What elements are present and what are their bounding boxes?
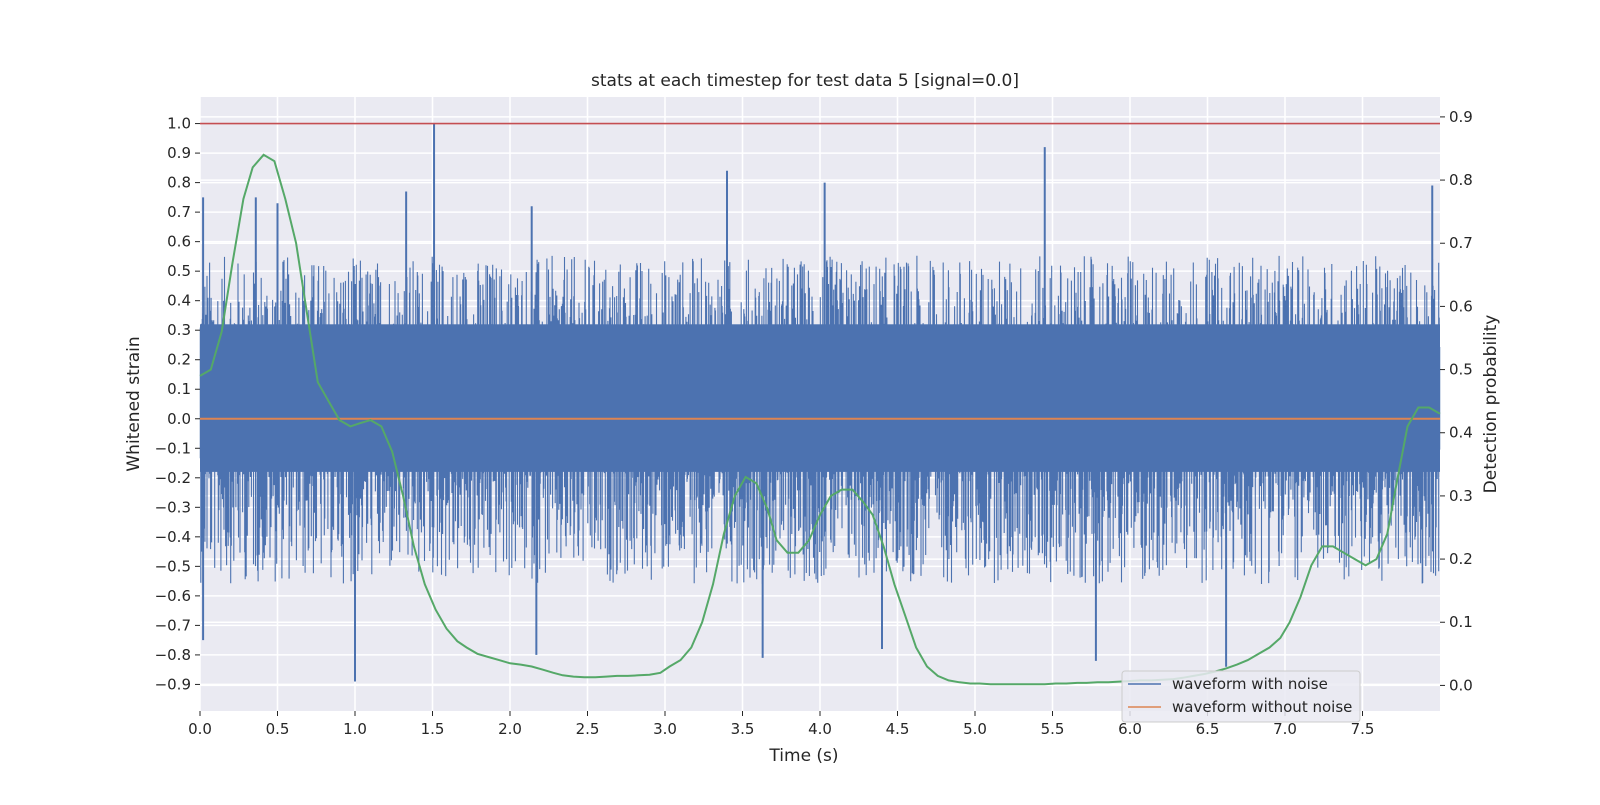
x-tick-label: 6.5 [1196, 720, 1220, 738]
y-tick-label: −0.7 [155, 616, 191, 634]
y2-tick-label: 0.2 [1449, 550, 1473, 568]
x-tick-label: 0.5 [266, 720, 290, 738]
detection-probability-line [199, 153, 1441, 686]
series-overlays [199, 122, 1441, 686]
x-tick-label: 5.0 [963, 720, 987, 738]
y-tick-label: 0.4 [167, 292, 191, 310]
y2-tick-label: 0.4 [1449, 424, 1473, 442]
x-axis-label: Time (s) [768, 746, 838, 766]
legend: waveform with noise waveform without noi… [1121, 670, 1361, 723]
y2-tick-label: 0.6 [1449, 297, 1473, 315]
noise-waveform-core [200, 324, 1440, 472]
y-tick-label: −0.4 [155, 528, 191, 546]
x-tick-label: 4.5 [886, 720, 910, 738]
y-tick-label: 0.9 [167, 144, 191, 162]
x-tick-label: 2.5 [576, 720, 600, 738]
legend-label-noise: waveform with noise [1172, 675, 1328, 693]
y2-tick-label: 0.0 [1449, 676, 1473, 694]
legend-label-clean: waveform without noise [1172, 698, 1352, 716]
y-tick-label: 0.0 [167, 410, 191, 428]
y-tick-label: 0.8 [167, 174, 191, 192]
y-tick-label: 1.0 [167, 115, 191, 133]
x-tick-label: 0.0 [188, 720, 212, 738]
y2-tick-label: 0.3 [1449, 487, 1473, 505]
x-tick-label: 2.0 [498, 720, 522, 738]
y-tick-label: 0.3 [167, 321, 191, 339]
y-tick-label: 0.2 [167, 351, 191, 369]
x-tick-label: 6.0 [1118, 720, 1142, 738]
y-tick-label: −0.6 [155, 587, 191, 605]
y-tick-label: 0.5 [167, 262, 191, 280]
y-tick-label: −0.9 [155, 675, 191, 693]
x-tick-label: 7.5 [1351, 720, 1375, 738]
y-tick-label: −0.8 [155, 646, 191, 664]
x-tick-label: 1.0 [343, 720, 367, 738]
y-tick-label: −0.5 [155, 557, 191, 575]
x-tick-label: 5.5 [1041, 720, 1065, 738]
y2-axis-label: Detection probability [1481, 315, 1501, 494]
series-waveform-with-noise [199, 123, 1441, 682]
y-tick-label: 0.7 [167, 203, 191, 221]
y-tick-label: −0.2 [155, 469, 191, 487]
x-tick-label: 3.0 [653, 720, 677, 738]
y2-tick-label: 0.5 [1449, 361, 1473, 379]
y2-tick-label: 0.1 [1449, 613, 1473, 631]
y-tick-label: −0.3 [155, 498, 191, 516]
y-tick-label: 0.1 [167, 380, 191, 398]
legend-box [1121, 670, 1361, 723]
y-axis-ticks: 1.0 0.9 0.8 0.7 0.6 0.5 0.4 0.3 0.2 0.1 0.0 −0.1 −0.… [155, 115, 200, 693]
chart-title: stats at each timestep for test data 5 [… [591, 71, 1019, 91]
y-tick-label: −0.1 [155, 439, 191, 457]
x-tick-label: 1.5 [421, 720, 445, 738]
x-tick-label: 7.0 [1273, 720, 1297, 738]
y2-tick-label: 0.9 [1449, 108, 1473, 126]
y2-tick-label: 0.7 [1449, 234, 1473, 252]
x-tick-label: 3.5 [731, 720, 755, 738]
y2-axis-ticks: 0.9 0.8 0.7 0.6 0.5 0.4 0.3 0.2 0.1 0.0 [1440, 108, 1473, 694]
y-tick-label: 0.6 [167, 233, 191, 251]
y2-tick-label: 0.8 [1449, 171, 1473, 189]
x-tick-label: 4.0 [808, 720, 832, 738]
y-axis-label: Whitened strain [124, 336, 144, 471]
